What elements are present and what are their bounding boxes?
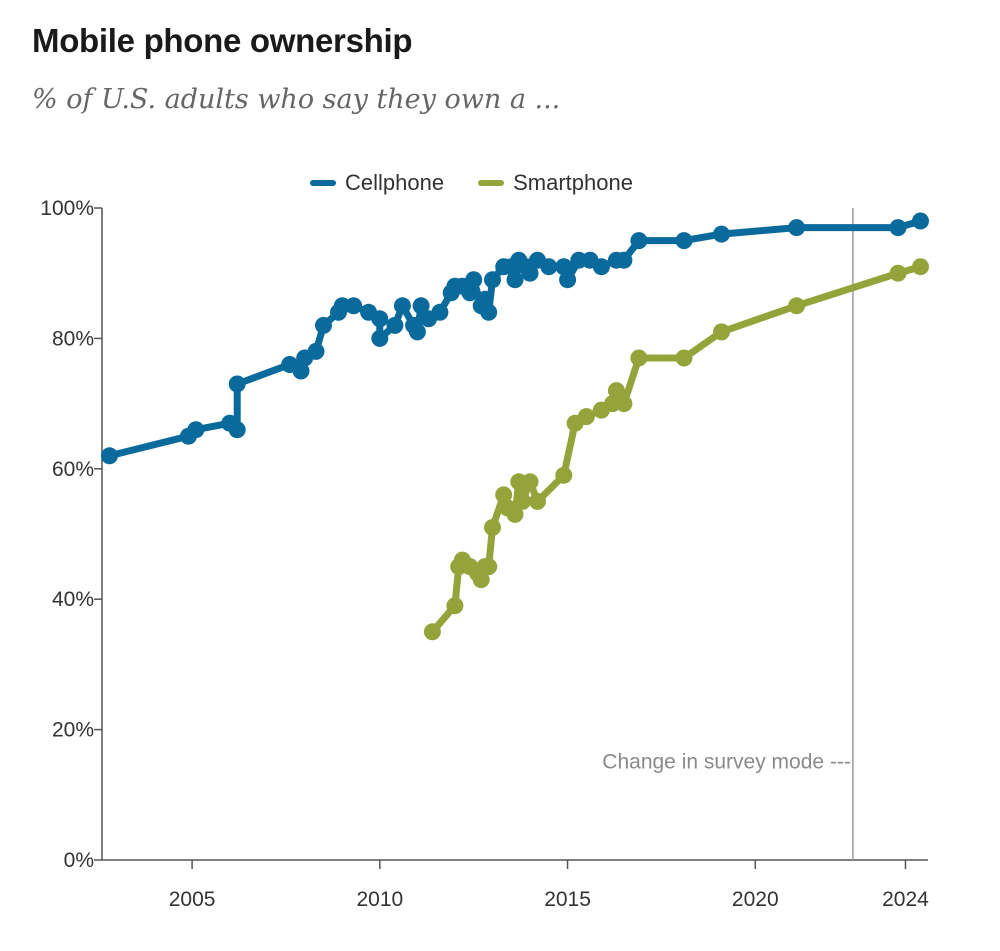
data-point-smartphone — [713, 323, 730, 341]
data-point-smartphone — [912, 258, 929, 276]
data-point-cellphone — [393, 297, 411, 315]
data-point-cellphone — [292, 362, 310, 380]
data-point-cellphone — [315, 316, 332, 334]
data-point-cellphone — [555, 258, 573, 276]
legend-item-smartphone: Smartphone — [478, 170, 633, 196]
data-point-smartphone — [446, 597, 464, 615]
data-point-cellphone — [307, 342, 325, 360]
data-point-cellphone — [461, 284, 479, 302]
data-point-smartphone — [788, 297, 806, 315]
data-point-cellphone — [408, 323, 426, 341]
data-point-cellphone — [371, 310, 389, 328]
data-point-cellphone — [228, 421, 246, 439]
data-point-cellphone — [345, 297, 363, 315]
data-point-cellphone — [521, 264, 539, 282]
data-point-cellphone — [630, 232, 648, 250]
data-point-smartphone — [615, 395, 633, 413]
x-tick-label: 2020 — [732, 888, 779, 911]
chart-title: Mobile phone ownership — [32, 22, 413, 59]
data-point-cellphone — [713, 225, 730, 243]
data-point-cellphone — [228, 375, 246, 393]
data-point-cellphone — [476, 290, 494, 308]
data-point-smartphone — [480, 558, 498, 576]
legend-label-smartphone: Smartphone — [513, 170, 633, 195]
series-line-smartphone — [428, 263, 924, 636]
data-point-cellphone — [412, 297, 430, 315]
data-point-cellphone — [559, 271, 577, 289]
data-point-cellphone — [480, 303, 498, 321]
data-point-smartphone — [607, 382, 625, 400]
legend-label-cellphone: Cellphone — [345, 170, 445, 195]
data-point-cellphone — [912, 212, 929, 230]
data-point-smartphone — [423, 623, 441, 641]
data-point-smartphone — [529, 492, 546, 510]
x-tick-label: 2005 — [169, 888, 216, 911]
x-tick-label: 2024 — [882, 888, 929, 911]
x-tick-label: 2015 — [544, 888, 591, 911]
data-point-cellphone — [465, 271, 483, 289]
survey-mode-label: Change in survey mode --- — [602, 751, 851, 774]
data-point-cellphone — [187, 421, 205, 439]
y-tick-label: 100% — [40, 197, 94, 220]
data-point-cellphone — [431, 303, 449, 321]
data-point-smartphone — [630, 349, 648, 367]
chart-subtitle: % of U.S. adults who say they own a ... — [32, 84, 561, 115]
data-point-smartphone — [495, 486, 513, 504]
legend-item-cellphone: Cellphone — [310, 170, 444, 196]
legend-swatch-smartphone — [478, 180, 505, 186]
y-tick-label: 60% — [52, 458, 94, 481]
data-point-smartphone — [514, 492, 531, 510]
data-point-smartphone — [521, 473, 539, 491]
y-tick-label: 80% — [52, 327, 94, 350]
legend-swatch-cellphone — [310, 180, 336, 186]
data-point-cellphone — [675, 232, 693, 250]
data-point-cellphone — [484, 271, 501, 289]
data-point-smartphone — [889, 264, 907, 282]
x-tick-label: 2010 — [356, 888, 403, 911]
data-point-smartphone — [472, 571, 490, 589]
data-point-cellphone — [371, 329, 389, 347]
y-tick-label: 40% — [52, 588, 94, 611]
data-point-smartphone — [577, 408, 595, 426]
data-point-cellphone — [615, 251, 633, 269]
data-point-cellphone — [101, 447, 118, 465]
data-point-cellphone — [506, 271, 524, 289]
data-point-cellphone — [540, 258, 558, 276]
data-point-smartphone — [484, 519, 501, 536]
y-tick-label: 20% — [52, 719, 94, 742]
data-point-cellphone — [889, 219, 907, 237]
data-point-cellphone — [386, 316, 404, 334]
chart-legend: Cellphone Smartphone — [310, 170, 667, 196]
y-tick-label: 0% — [64, 849, 94, 872]
data-point-cellphone — [592, 258, 610, 276]
data-point-smartphone — [506, 505, 524, 523]
data-point-cellphone — [788, 219, 806, 237]
data-point-smartphone — [555, 466, 573, 484]
data-point-smartphone — [675, 349, 693, 367]
